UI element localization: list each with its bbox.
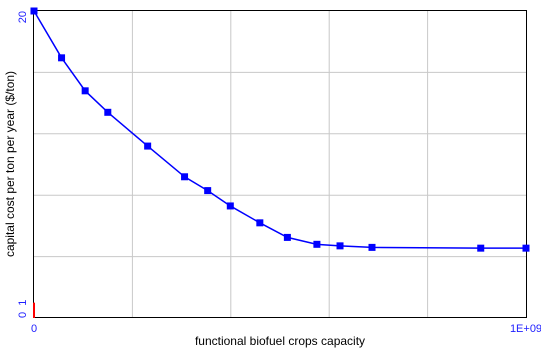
y-tick-label: 0 [17, 312, 29, 318]
y-axis-label: capital cost per ton per year ($/ton) [3, 71, 17, 257]
data-point-marker [30, 7, 38, 15]
data-point-marker [477, 244, 485, 252]
data-point-marker [144, 142, 152, 150]
data-point-marker [336, 242, 344, 250]
data-point-marker [58, 54, 66, 62]
x-tick-label: 0 [31, 323, 37, 335]
x-tick-label: 1E+09 [510, 323, 541, 335]
y-tick-label: 20 [17, 11, 29, 23]
x-axis-label: functional biofuel crops capacity [195, 334, 365, 348]
plot-area-frame [33, 10, 527, 318]
y-axis-tick-labels: 0 1 20 [17, 11, 29, 318]
data-point-marker [226, 202, 234, 210]
data-point-marker [104, 108, 112, 116]
series-line [33, 10, 526, 249]
data-point-marker [181, 173, 189, 181]
y-tick-label: 1 [17, 300, 29, 306]
data-point-marker [81, 87, 89, 95]
data-point-marker [283, 233, 291, 241]
data-point-marker [522, 244, 530, 252]
data-point-marker [204, 187, 212, 195]
x-axis-tick-labels: 0 1E+09 [31, 323, 541, 335]
data-point-marker [368, 243, 376, 251]
data-point-marker [313, 240, 321, 248]
series-layer [30, 7, 530, 318]
data-point-marker [256, 219, 264, 227]
chart-grid [34, 11, 526, 318]
